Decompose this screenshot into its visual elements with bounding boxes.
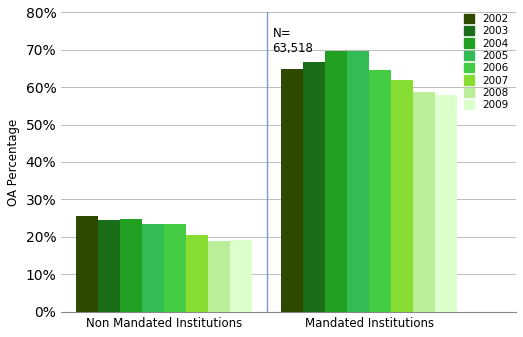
Bar — [76, 216, 98, 311]
Bar — [98, 220, 120, 311]
Bar — [325, 51, 347, 311]
Y-axis label: OA Percentage: OA Percentage — [7, 118, 20, 206]
Bar — [186, 235, 208, 311]
Bar — [208, 241, 230, 311]
Bar — [435, 95, 457, 311]
Legend: 2002, 2003, 2004, 2005, 2006, 2007, 2008, 2009: 2002, 2003, 2004, 2005, 2006, 2007, 2008… — [462, 12, 511, 112]
Bar — [230, 240, 252, 311]
Bar — [142, 224, 164, 311]
Bar — [369, 70, 391, 311]
Text: N=
63,518: N= 63,518 — [272, 27, 313, 55]
Bar — [281, 69, 303, 311]
Bar — [120, 219, 142, 311]
Bar — [347, 51, 369, 311]
Bar — [413, 92, 435, 311]
Bar — [164, 224, 186, 311]
Bar — [303, 62, 325, 311]
Bar — [391, 81, 413, 311]
